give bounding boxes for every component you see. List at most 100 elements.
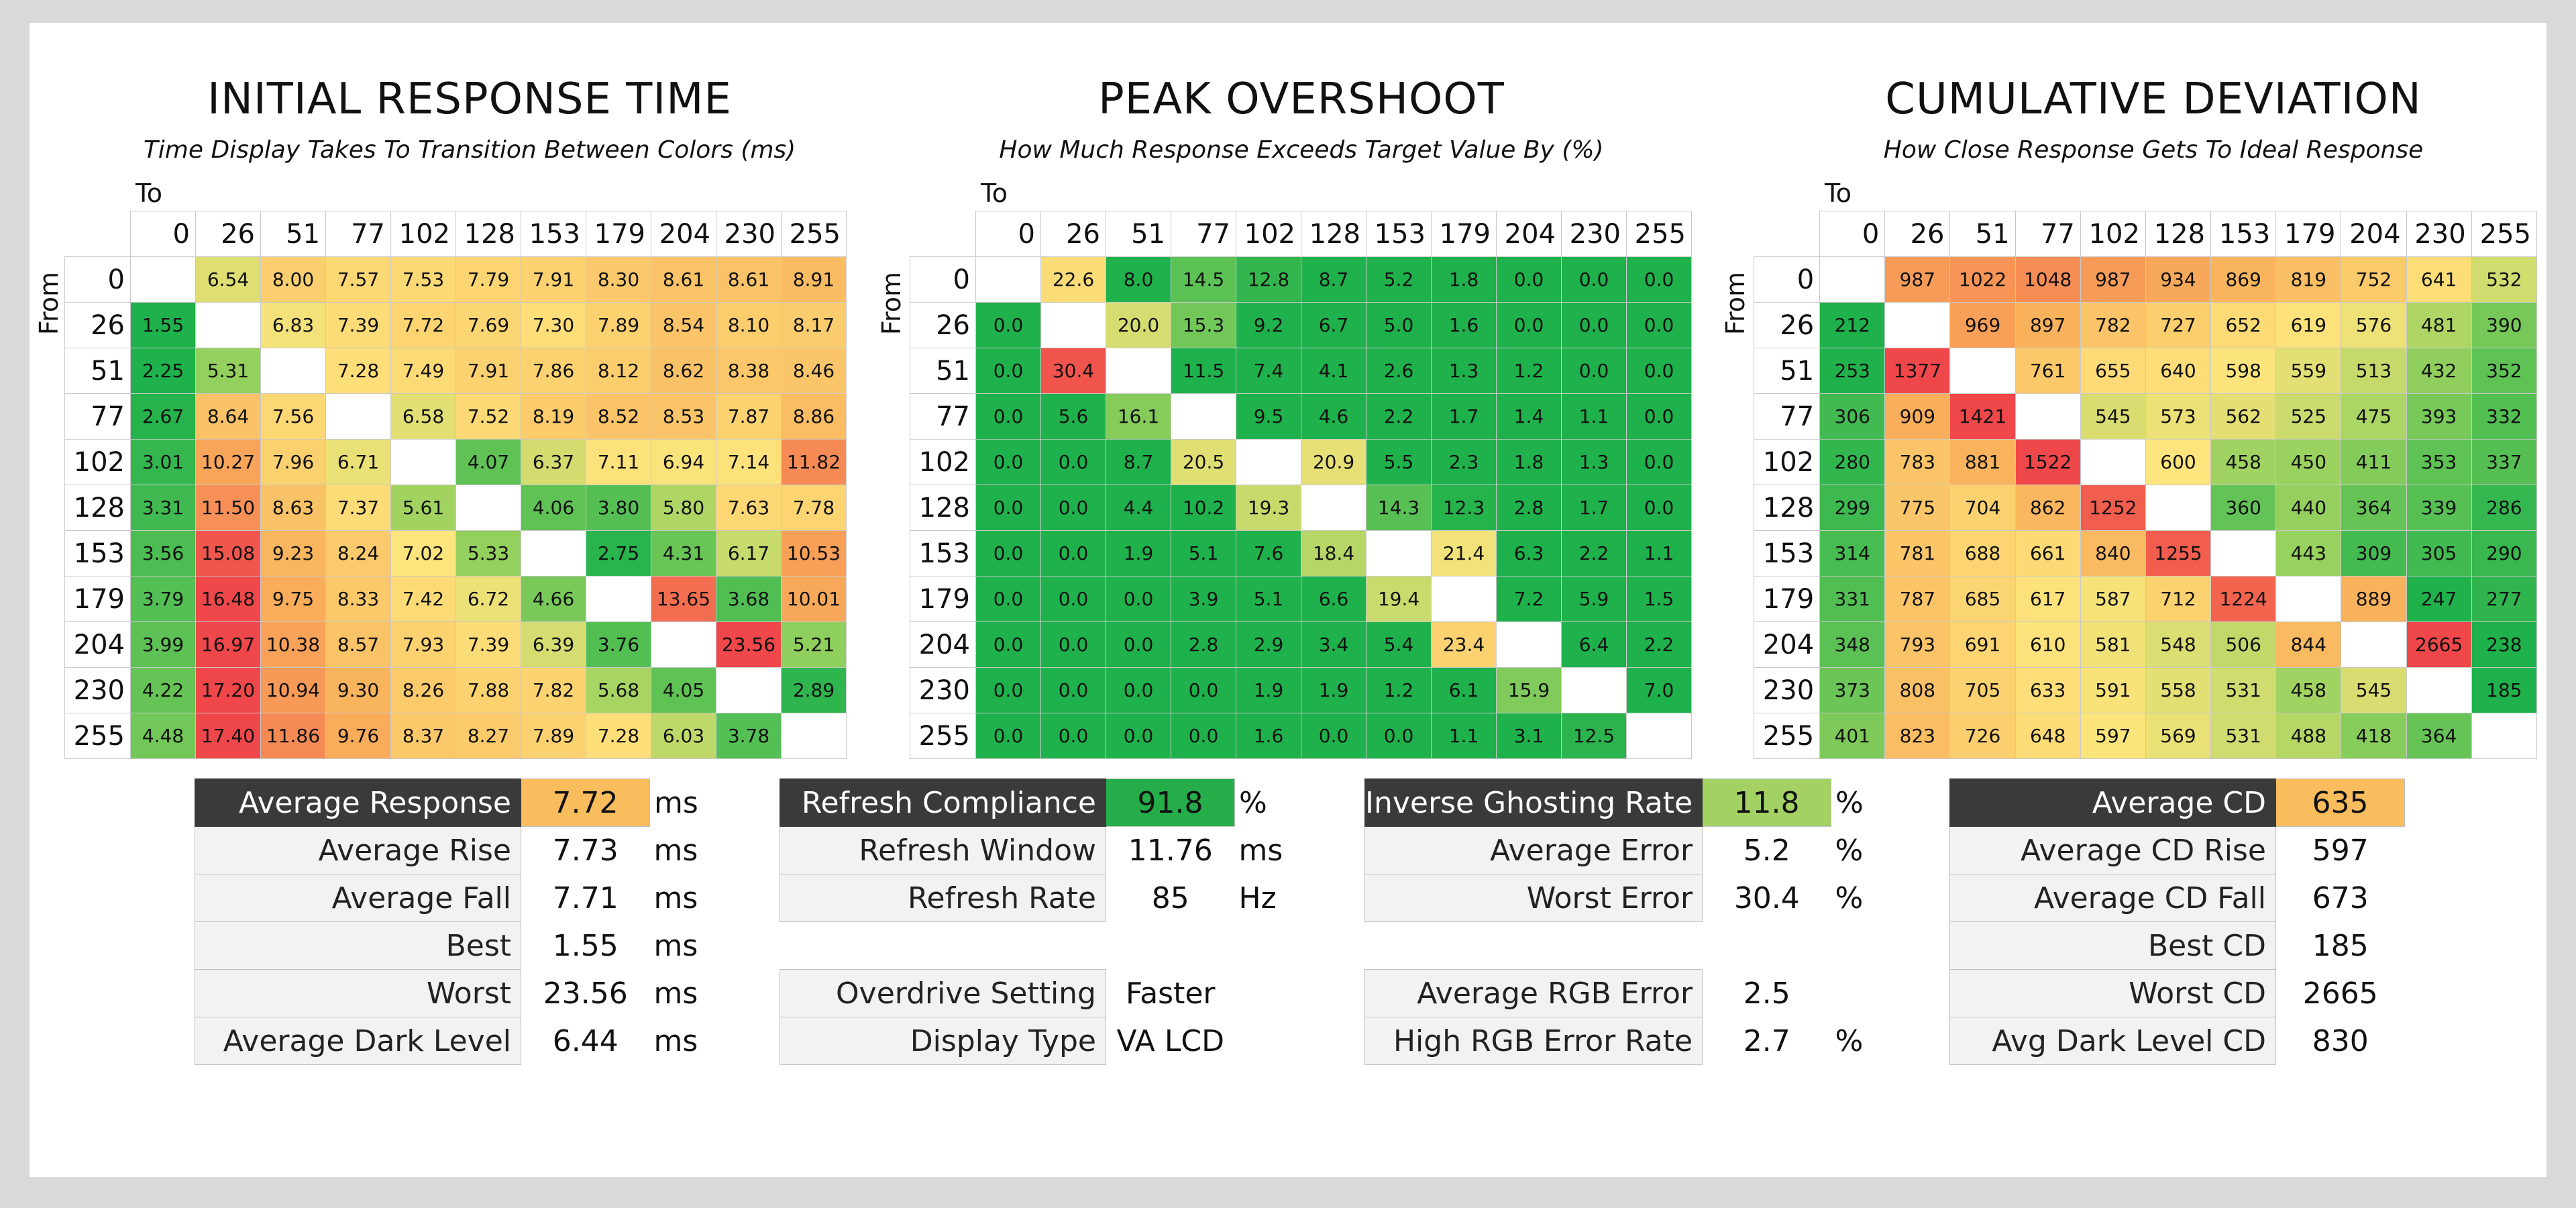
heatmap-cell bbox=[2210, 530, 2277, 576]
heatmap-cell: 16.48 bbox=[195, 576, 261, 622]
heatmap-cell: 1.3 bbox=[1431, 348, 1497, 394]
stat-unit bbox=[2405, 874, 2459, 922]
heatmap-cell: 781 bbox=[1884, 530, 1951, 576]
heatmap-cell: 691 bbox=[1949, 621, 2016, 668]
stat-label: Best CD bbox=[1949, 921, 2276, 970]
stat-label: Best bbox=[195, 921, 521, 970]
heatmap-cell: 5.31 bbox=[195, 348, 261, 394]
heatmap-cell: 290 bbox=[2471, 530, 2538, 576]
heatmap-cell: 5.9 bbox=[1561, 576, 1627, 622]
column-header: 51 bbox=[1949, 211, 2016, 257]
heatmap-cell: 8.63 bbox=[260, 485, 326, 531]
stat-value: 2665 bbox=[2302, 976, 2378, 1011]
heatmap-cell: 548 bbox=[2145, 621, 2212, 668]
stat-unit: % bbox=[1835, 1023, 1864, 1058]
heatmap-cell: 458 bbox=[2210, 439, 2277, 485]
heatmap-cell: 23.56 bbox=[716, 621, 782, 668]
stat-unit bbox=[2405, 779, 2459, 827]
row-header: 77 bbox=[64, 393, 131, 440]
heatmap-cell: 808 bbox=[1884, 667, 1951, 713]
heatmap-cell: 704 bbox=[1949, 485, 2016, 531]
row-header: 255 bbox=[1753, 713, 1821, 759]
heatmap-cell: 5.80 bbox=[651, 485, 716, 531]
stat-label: Average RGB Error bbox=[1364, 969, 1703, 1017]
heatmap-cell: 5.33 bbox=[455, 530, 521, 576]
heatmap-cell: 8.57 bbox=[325, 621, 391, 668]
column-header: 153 bbox=[2210, 211, 2277, 257]
heatmap-cell: 562 bbox=[2210, 393, 2277, 440]
heatmap-cell: 1.4 bbox=[1496, 393, 1562, 440]
heatmap-cell: 2.6 bbox=[1366, 348, 1432, 394]
heatmap-cell: 2.8 bbox=[1496, 485, 1562, 531]
spacer-row bbox=[780, 922, 1289, 970]
heatmap-cell: 661 bbox=[2015, 530, 2081, 576]
heatmap-cell: 909 bbox=[1884, 393, 1951, 440]
stat-row: Refresh Rate 85 Hz bbox=[780, 874, 1289, 922]
row-header: 179 bbox=[910, 576, 976, 622]
heatmap-cell: 4.48 bbox=[130, 713, 196, 759]
heatmap-cell: 531 bbox=[2210, 667, 2277, 713]
stat-unit: ms bbox=[653, 880, 698, 915]
heatmap-cell: 559 bbox=[2275, 348, 2342, 394]
row-header: 26 bbox=[64, 302, 131, 348]
heatmap-row: 255 0.0 0.0 0.0 0.0 1.6 0.0 0.0 1.1 3.1 12.5 bbox=[910, 713, 1692, 759]
heatmap-overshoot: 0 26 51 77 102 128 153 179 204 230 255 0 22.6 8.0 14.5… bbox=[910, 211, 1692, 759]
heatmap-cell bbox=[1884, 302, 1951, 348]
heatmap-cell: 8.37 bbox=[390, 713, 456, 759]
heatmap-cell bbox=[390, 439, 456, 485]
heatmap-cell: 641 bbox=[2406, 256, 2472, 303]
column-header: 153 bbox=[1366, 211, 1432, 257]
heatmap-cell: 6.83 bbox=[260, 302, 326, 348]
heatmap-row: 128 0.0 0.0 4.4 10.2 19.3 14.3 12.3 2.8 1.7 0.0 bbox=[910, 485, 1692, 531]
stat-row: Average CD 635 bbox=[1949, 778, 2459, 827]
chart-subtitle: How Much Response Exceeds Target Value B… bbox=[999, 136, 1604, 164]
corner-cell bbox=[65, 211, 131, 257]
column-header: 26 bbox=[1884, 211, 1951, 257]
stat-value: 11.8 bbox=[1702, 778, 1832, 827]
stat-value: 7.73 bbox=[552, 833, 619, 868]
heatmap-cell bbox=[1106, 348, 1171, 394]
heatmap-cell: 8.33 bbox=[325, 576, 391, 622]
heatmap-cell: 1048 bbox=[2015, 256, 2081, 303]
row-header: 102 bbox=[64, 439, 131, 485]
heatmap-cell: 752 bbox=[2341, 256, 2407, 303]
heatmap-row: 204 348 793 691 610 581 548 506 844 2665 238 bbox=[1753, 621, 2538, 668]
stat-label: Average Rise bbox=[195, 826, 521, 874]
stat-value: 30.4 bbox=[1733, 880, 1800, 915]
heatmap-cell: 2.67 bbox=[130, 393, 196, 440]
heatmap-cell: 0.0 bbox=[1040, 713, 1106, 759]
heatmap-cell: 7.72 bbox=[390, 302, 456, 348]
stat-value: 11.76 bbox=[1128, 833, 1213, 868]
stat-label: Display Type bbox=[780, 1017, 1106, 1065]
heatmap-cell: 619 bbox=[2275, 302, 2342, 348]
heatmap-cell: 3.78 bbox=[716, 713, 782, 759]
stat-unit: Hz bbox=[1238, 880, 1277, 915]
column-header: 255 bbox=[781, 211, 847, 257]
stat-label: Average Fall bbox=[195, 874, 521, 922]
heatmap-cell: 775 bbox=[1884, 485, 1951, 531]
stat-row: Inverse Ghosting Rate 11.8% bbox=[1364, 778, 1885, 827]
heatmap-cell: 819 bbox=[2275, 256, 2342, 303]
heatmap-cell: 7.28 bbox=[586, 713, 651, 759]
row-header: 179 bbox=[1753, 576, 1821, 622]
stat-label: High RGB Error Rate bbox=[1364, 1017, 1703, 1065]
heatmap-cell: 20.5 bbox=[1171, 439, 1236, 485]
heatmap-cell: 1377 bbox=[1884, 348, 1951, 394]
heatmap-cell: 8.54 bbox=[651, 302, 716, 348]
stat-row: Average CD Fall 673 bbox=[1949, 874, 2459, 922]
heatmap-cell: 4.07 bbox=[455, 439, 521, 485]
chart-title: INITIAL RESPONSE TIME bbox=[207, 74, 732, 124]
stat-label: Avg Dark Level CD bbox=[1949, 1017, 2276, 1065]
x-axis-label: To bbox=[136, 179, 163, 208]
heatmap-cell: 897 bbox=[2015, 302, 2081, 348]
heatmap-cell: 862 bbox=[2015, 485, 2081, 531]
heatmap-cell: 0.0 bbox=[1040, 485, 1106, 531]
heatmap-cell bbox=[1040, 302, 1106, 348]
heatmap-cell: 3.01 bbox=[130, 439, 196, 485]
heatmap-cell: 591 bbox=[2080, 667, 2146, 713]
heatmap-cell: 1522 bbox=[2015, 439, 2081, 485]
heatmap-cell: 3.76 bbox=[586, 621, 651, 668]
heatmap-cell: 581 bbox=[2080, 621, 2146, 668]
heatmap-cell: 600 bbox=[2145, 439, 2212, 485]
heatmap-cell bbox=[1949, 348, 2016, 394]
